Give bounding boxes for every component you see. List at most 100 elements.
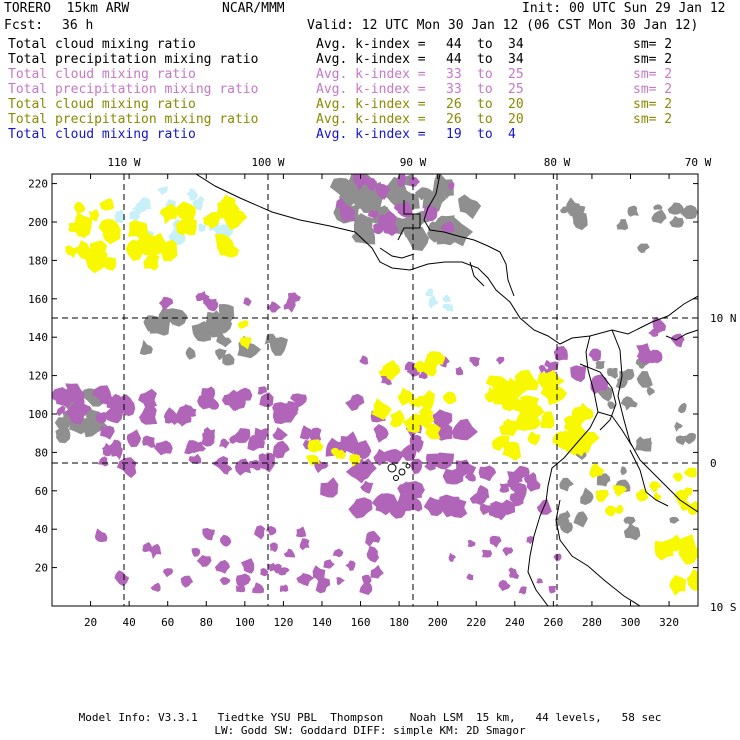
legend-index-label: Avg. k-index = [316,112,426,127]
legend-to-word: to [477,127,493,142]
field-patch [537,370,565,391]
field-patch [157,185,168,195]
legend-to: 34 [508,37,524,52]
legend-from: 26 [446,97,462,112]
field-patch [67,384,85,408]
field-patch [177,218,197,236]
field-patch [413,360,428,373]
field-patch [233,387,253,403]
field-patch [607,401,616,409]
field-patch [267,562,276,572]
field-patch [636,438,653,449]
field-patch [381,449,404,465]
field-patch [212,456,229,474]
field-patch [184,440,200,455]
legend-index-label: Avg. k-index = [316,127,426,142]
field-patch [112,394,134,417]
legend-from: 19 [446,127,462,142]
field-patch [683,467,697,478]
field-patch [653,491,662,501]
field-patch [678,542,698,565]
field-patch [588,348,601,362]
field-patch [402,413,421,430]
grid-ticks: 20 40 60 80 100 120 140 160 180 200 220 240 260 280 30… [28,174,698,629]
legend-to-word: to [477,82,493,97]
y-tick-label: 20 [35,562,48,575]
field-patch [434,409,452,425]
field-patch [669,575,687,596]
field-patch [573,511,588,528]
field-patch [627,205,639,217]
field-patch [509,482,527,495]
model-info-line1: Model Info: V3.3.1 Tiedtke YSU PBL Thomp… [78,711,662,724]
legend-variable: Total precipitation mixing ratio [8,82,259,97]
field-patch [103,446,113,457]
field-patch [52,387,71,402]
field-patch [512,369,539,396]
field-patch [336,577,345,586]
field-patch [104,257,117,271]
island-outline [387,463,397,473]
field-patch [164,308,188,327]
field-patch [215,348,227,361]
field-patch [566,197,581,217]
field-patch [442,294,451,303]
x-tick-label: 160 [351,616,371,629]
legend-index-label: Avg. k-index = [316,82,426,97]
field-patch [315,578,331,594]
field-patch [219,577,231,585]
coastline [639,295,698,329]
legend-smoothing: sm= 2 [633,82,673,97]
field-patch [154,440,173,456]
field-patch [527,431,541,446]
field-patch [139,339,153,355]
field-patch [145,232,166,258]
coastline [527,335,599,606]
field-patch [674,421,683,432]
field-patch [502,419,521,436]
field-patch [283,298,296,313]
field-patch [198,223,206,232]
field-patch [367,210,379,219]
field-patch [163,568,174,578]
field-patch [65,245,78,259]
field-patch [371,493,398,512]
field-patch [359,582,373,595]
island-outline [405,463,411,469]
legend-smoothing: sm= 2 [633,52,673,67]
legend-index-label: Avg. k-index = [316,97,426,112]
field-patch [481,549,493,558]
field-patch [264,333,278,345]
field-patch [672,472,683,482]
field-patch [366,545,380,563]
field-patch [526,536,534,545]
latitude-labels: 10 N 0 10 S [710,312,737,614]
field-patch [260,568,269,577]
field-patch [571,212,588,231]
coastlines [195,174,698,606]
field-patch [442,303,454,312]
coastline [579,363,617,431]
field-patch [595,360,605,370]
x-tick-label: 280 [582,616,602,629]
coastline [423,174,501,253]
field-patch [415,187,434,201]
center-name: NCAR/MMM [222,1,285,16]
field-patch [139,403,158,425]
legend-to: 20 [508,112,524,127]
field-patch [518,586,527,595]
field-patch [590,374,609,395]
field-patch [613,504,624,514]
legend-variable: Total precipitation mixing ratio [8,112,259,127]
x-tick-label: 60 [161,616,174,629]
field-patch [94,528,108,543]
longitude-label: 90 W [400,156,427,169]
field-patch [204,427,215,440]
field-patch [185,407,197,417]
field-patch [375,183,390,200]
field-patch [509,491,524,507]
field-patch [570,365,587,383]
field-patch [409,397,421,408]
field-patch [580,487,594,505]
field-patch [623,522,641,541]
